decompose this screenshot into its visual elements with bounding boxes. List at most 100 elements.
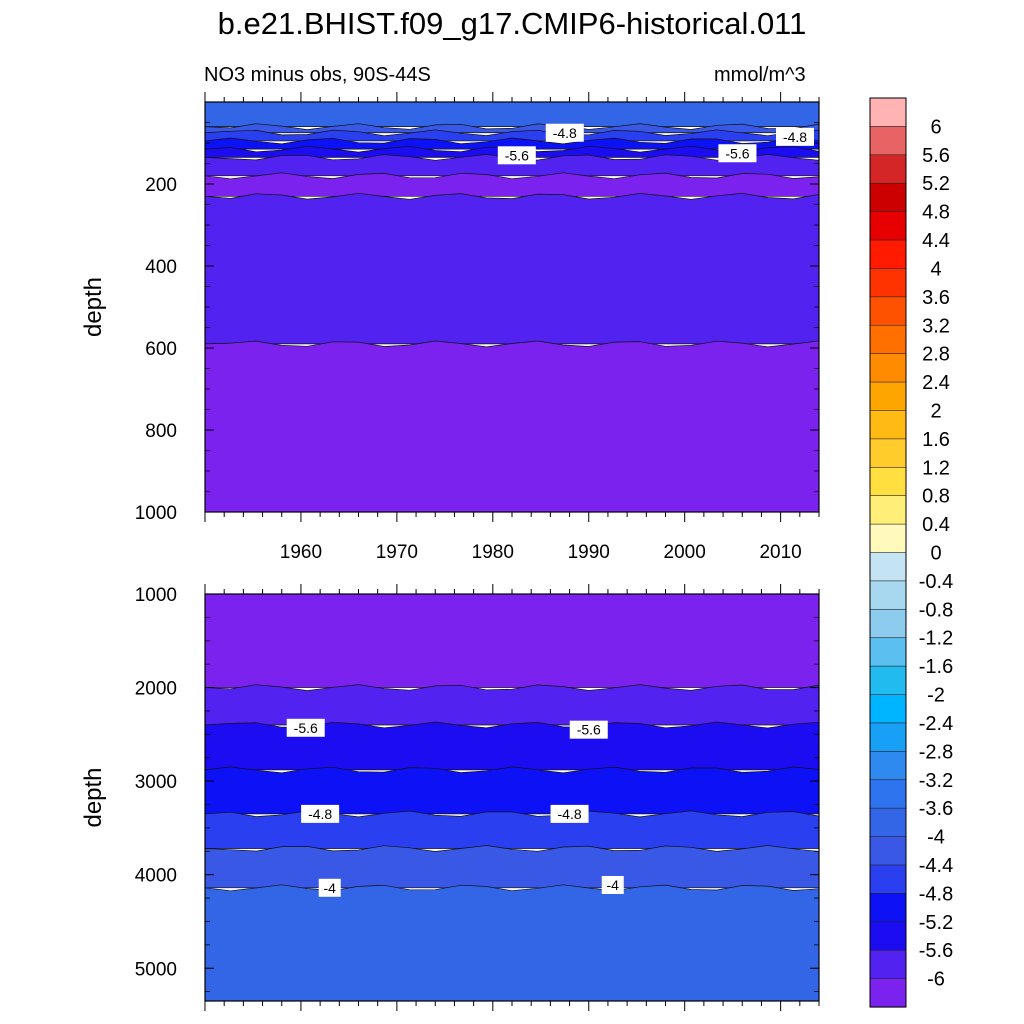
- colorbar-label: -0.4: [919, 571, 953, 593]
- colorbar-label: 2.4: [922, 372, 950, 394]
- contour-band: [204, 154, 820, 177]
- colorbar-label: -3.2: [919, 770, 953, 792]
- contour-band: [204, 810, 820, 849]
- colorbar-label: 5.6: [922, 145, 950, 167]
- colorbar-label: -0.8: [919, 599, 953, 621]
- colorbar-label: 3.2: [922, 315, 950, 337]
- colorbar-label: 5.2: [922, 173, 950, 195]
- colorbar-label: -4.8: [919, 883, 953, 905]
- x-tick-label: 2010: [759, 542, 801, 563]
- contour-label: -4.8: [783, 129, 807, 145]
- contour-label: -4.8: [308, 806, 332, 822]
- colorbar-swatch: [869, 637, 907, 667]
- y-tick-label: 1000: [135, 585, 177, 606]
- contour-band: [204, 593, 820, 688]
- colorbar-swatch: [869, 154, 907, 184]
- subtitle-units: mmol/m^3: [714, 64, 806, 86]
- contour-band: [204, 884, 820, 1002]
- colorbar-label: 2.8: [922, 344, 950, 366]
- colorbar-label: 4.4: [922, 230, 950, 252]
- colorbar-swatch: [869, 921, 907, 951]
- contour-label-bg: [286, 718, 325, 737]
- contour-label: -4: [323, 880, 336, 896]
- y-tick-label: 5000: [135, 959, 177, 980]
- colorbar-swatch: [869, 182, 907, 213]
- colorbar-swatch: [869, 609, 907, 639]
- colorbar-swatch: [869, 410, 907, 440]
- colorbar-swatch: [869, 381, 907, 412]
- colorbar-label: 0.8: [922, 486, 950, 508]
- colorbar-swatch: [869, 552, 907, 582]
- colorbar-swatch: [869, 324, 907, 355]
- colorbar-label: -2.4: [919, 713, 953, 735]
- x-tick-label: 1960: [280, 542, 322, 563]
- colorbar-swatch: [869, 466, 907, 497]
- colorbar-swatch: [869, 751, 907, 781]
- colorbar-frame: [869, 97, 907, 1008]
- contour-band: [204, 766, 820, 815]
- colorbar-swatch: [869, 665, 907, 696]
- colorbar-label: -4: [927, 827, 945, 849]
- y-tick-label: 1000: [135, 503, 177, 524]
- y-tick-label: 800: [145, 421, 177, 442]
- colorbar-swatch: [869, 211, 907, 241]
- colorbar-label: 6: [930, 116, 941, 138]
- colorbar-label: -5.6: [919, 940, 953, 962]
- colorbar-swatch: [869, 495, 907, 525]
- contour-label-bg: [550, 804, 589, 823]
- colorbar-label: -6: [927, 969, 945, 991]
- colorbar-swatch: [869, 978, 907, 1008]
- colorbar-swatch: [869, 694, 907, 724]
- y-tick-label: 3000: [135, 772, 177, 793]
- x-tick-label: 2000: [664, 542, 706, 563]
- colorbar-swatch: [869, 126, 907, 156]
- contour-label-bg: [545, 123, 584, 142]
- contour-band: [204, 684, 820, 726]
- colorbar-label: 0: [930, 543, 941, 565]
- colorbar-swatch: [869, 296, 907, 326]
- contour-label-bg: [569, 720, 608, 739]
- colorbar-swatch: [869, 353, 907, 383]
- colorbar-label: 4.8: [922, 202, 950, 224]
- colorbar-swatch: [869, 97, 907, 128]
- colorbar-swatch: [869, 580, 907, 610]
- colorbar-swatch: [869, 239, 907, 270]
- contour-band: [204, 845, 820, 889]
- colorbar-label: 1.2: [922, 457, 950, 479]
- contour-label: -5.6: [505, 147, 529, 163]
- colorbar-label: -1.6: [919, 656, 953, 678]
- x-tick-label: 1980: [472, 542, 514, 563]
- contour-label-bg: [601, 875, 624, 894]
- contour-label-bg: [318, 878, 341, 897]
- colorbar-label: 1.6: [922, 429, 950, 451]
- colorbar-label: -3.6: [919, 798, 953, 820]
- contour-band: [204, 340, 820, 513]
- y-tick-label: 2000: [135, 679, 177, 700]
- colorbar-swatch: [869, 779, 907, 809]
- chart-title: b.e21.BHIST.f09_g17.CMIP6-historical.011: [217, 6, 807, 41]
- y-axis-label: depth: [80, 277, 107, 337]
- colorbar-swatch: [869, 893, 907, 923]
- y-tick-label: 4000: [135, 866, 177, 887]
- y-tick-label: 400: [145, 257, 177, 278]
- contour-label-bg: [776, 127, 815, 146]
- colorbar-swatch: [869, 949, 907, 980]
- colorbar-swatch: [869, 864, 907, 894]
- colorbar-label: -4.4: [919, 855, 953, 877]
- contour-band: [204, 101, 820, 127]
- contour-band: [204, 192, 820, 345]
- colorbar-swatch: [869, 523, 907, 554]
- contour-label-bg: [497, 146, 536, 165]
- colorbar-label: 0.4: [922, 514, 950, 536]
- contour-label: -5.6: [577, 722, 601, 738]
- contour-label: -4: [607, 877, 620, 893]
- contour-band: [204, 172, 820, 197]
- colorbar-label: 3.6: [922, 287, 950, 309]
- contour-label-bg: [718, 144, 757, 163]
- colorbar-label: 2: [930, 400, 941, 422]
- contour-label: -5.6: [294, 720, 318, 736]
- contour-label-bg: [301, 804, 340, 823]
- y-axis-label: depth: [80, 767, 107, 827]
- x-tick-label: 1990: [568, 542, 610, 563]
